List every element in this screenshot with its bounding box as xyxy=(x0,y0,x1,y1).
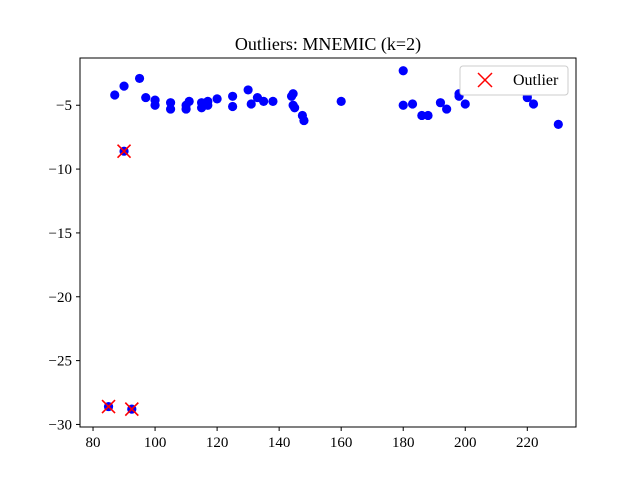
data-point xyxy=(259,96,269,107)
data-point xyxy=(165,98,176,108)
data-point xyxy=(203,100,213,110)
x-tick-label: 220 xyxy=(516,435,539,451)
data-point xyxy=(184,96,194,107)
y-tick-label: −5 xyxy=(56,98,72,114)
legend-label-outlier: Outlier xyxy=(513,72,559,89)
data-point xyxy=(110,90,120,100)
legend-outlier-marker xyxy=(477,72,493,88)
plot-frame xyxy=(79,57,577,428)
data-point xyxy=(398,66,408,76)
data-point xyxy=(119,81,129,91)
data-point xyxy=(228,101,238,112)
data-point xyxy=(553,119,563,129)
data-point xyxy=(528,99,539,109)
x-tick-label: 200 xyxy=(454,435,477,451)
x-tick-label: 120 xyxy=(206,435,229,451)
data-point xyxy=(268,96,278,107)
x-axis: 80 100 120 140 160 180 200 220 xyxy=(86,427,539,451)
y-tick-label: −25 xyxy=(49,354,72,370)
outlier-marker xyxy=(124,402,139,417)
data-point xyxy=(398,100,408,110)
x-tick-label: 160 xyxy=(330,435,353,451)
data-point xyxy=(299,115,309,126)
data-point xyxy=(181,104,191,114)
y-tick-label: −20 xyxy=(49,290,72,306)
data-point xyxy=(288,89,298,99)
data-point xyxy=(141,92,151,103)
x-tick-label: 140 xyxy=(268,435,291,451)
data-point xyxy=(212,94,222,104)
x-tick-label: 100 xyxy=(144,435,167,451)
legend: Outlier xyxy=(459,65,569,96)
legend-box xyxy=(459,65,569,96)
data-point xyxy=(290,103,300,113)
data-point xyxy=(246,99,256,109)
chart-title: Outliers: MNEMIC (k=2) xyxy=(235,34,421,55)
y-tick-label: −30 xyxy=(49,417,72,433)
x-tick-label: 180 xyxy=(392,435,415,451)
outlier-marker xyxy=(101,399,116,414)
plot-marks xyxy=(101,66,563,417)
data-point xyxy=(150,100,160,110)
data-point xyxy=(243,85,253,95)
data-point xyxy=(423,110,433,121)
outlier-marker xyxy=(116,144,132,159)
x-tick-label: 80 xyxy=(86,435,101,451)
data-point xyxy=(435,98,446,108)
y-axis: −5 −10 −15 −20 −25 −30 xyxy=(49,98,80,433)
data-point xyxy=(336,96,346,107)
data-point xyxy=(442,104,452,114)
data-point xyxy=(228,91,238,101)
data-point xyxy=(165,104,176,114)
data-point xyxy=(407,99,418,109)
y-tick-label: −15 xyxy=(49,226,72,242)
y-tick-label: −10 xyxy=(49,162,72,178)
data-point xyxy=(134,73,145,84)
data-point xyxy=(460,99,470,109)
